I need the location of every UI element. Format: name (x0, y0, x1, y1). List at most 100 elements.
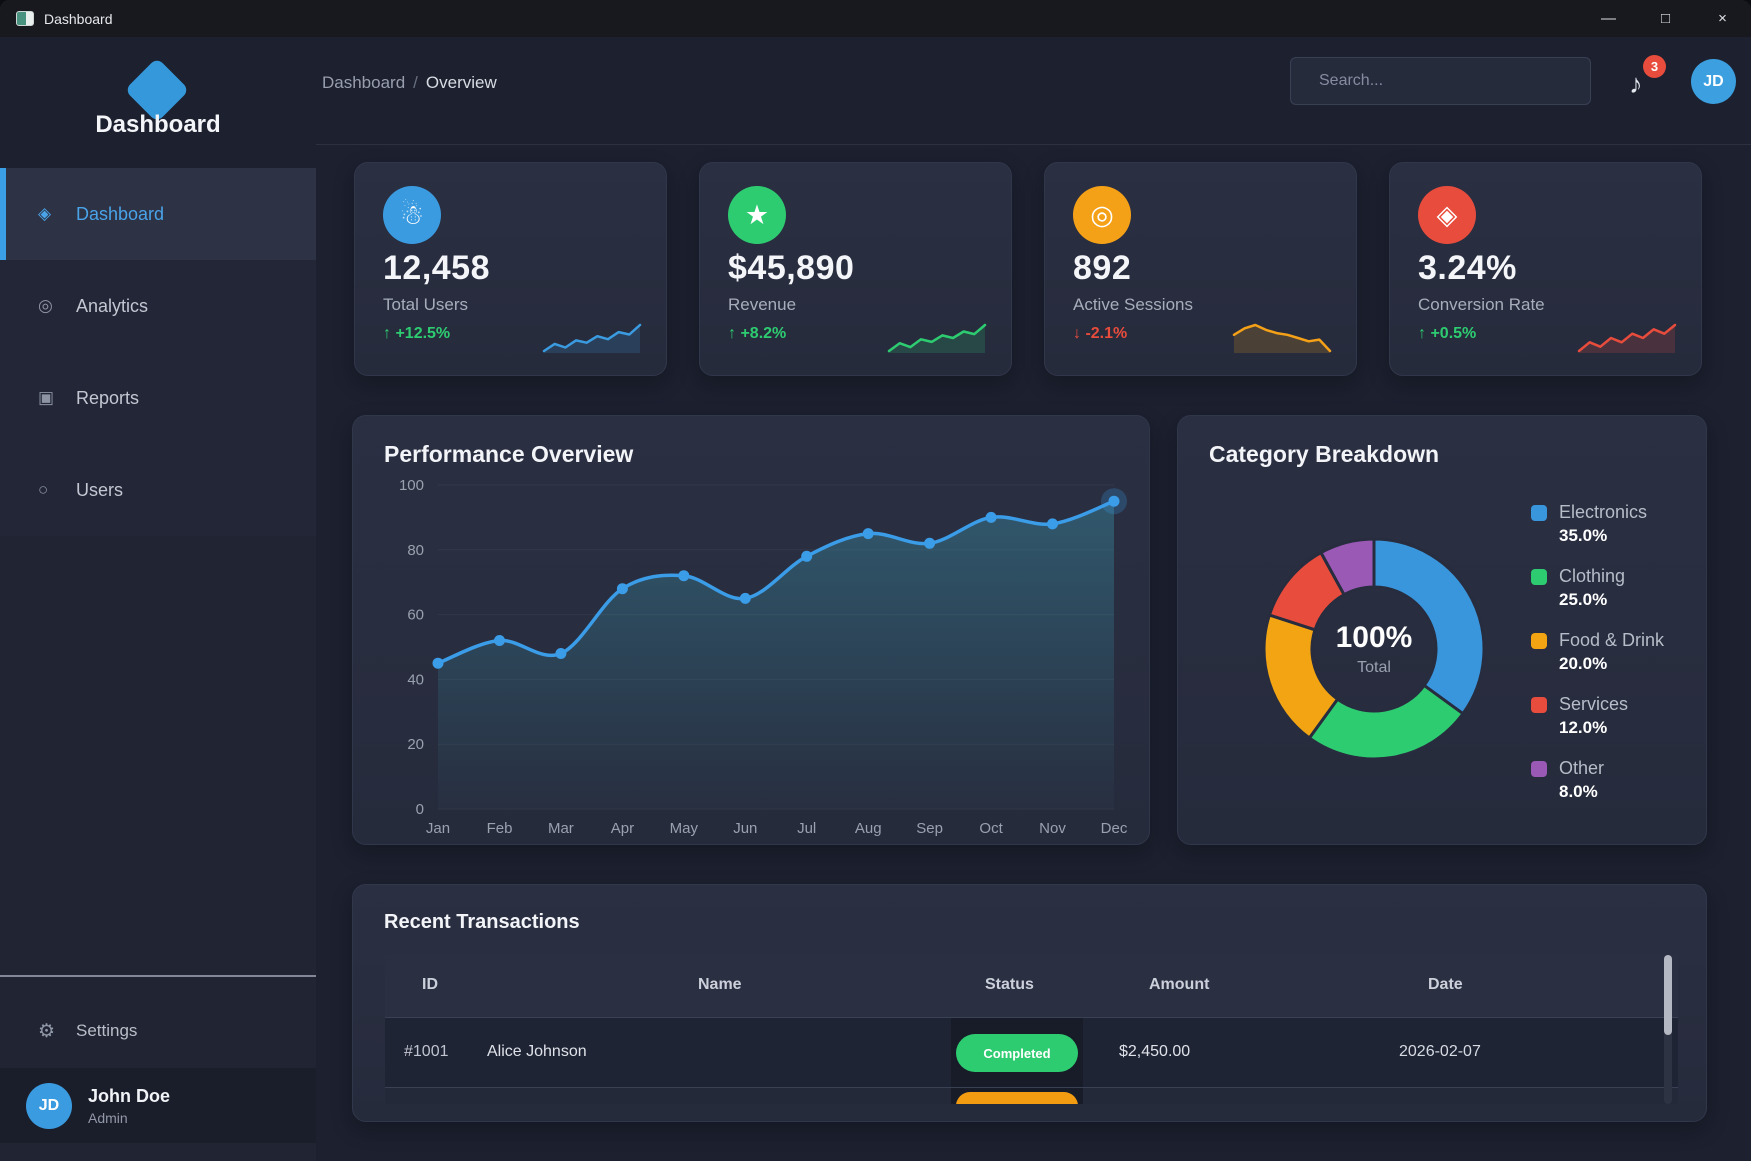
profile-avatar: JD (26, 1082, 72, 1129)
profile-name: John Doe (88, 1085, 171, 1106)
breadcrumb: Dashboard / Overview (322, 73, 497, 92)
stat-card-conversion-rate: ◈ 3.24% Conversion Rate ↑ +0.5% (1389, 162, 1702, 376)
cell-name: Alice Johnson (487, 1043, 587, 1060)
status-badge-partial (956, 1092, 1078, 1104)
user-profile[interactable]: JD John Doe Admin (0, 1068, 316, 1143)
target-icon: ◎ (1073, 186, 1131, 244)
column-header-name: Name (698, 976, 742, 993)
sidebar-nav: ◈ Dashboard ◎ Analytics ▣ Reports ○ User… (0, 168, 316, 536)
donut-chart: 100% Total (1244, 519, 1504, 779)
stat-label: Revenue (728, 295, 797, 314)
column-header-date: Date (1428, 976, 1463, 993)
notification-badge: 3 (1643, 55, 1666, 78)
stat-value: 12,458 (383, 249, 490, 287)
breadcrumb-current: Overview (425, 73, 497, 92)
performance-overview-card: Performance Overview 0 20 40 60 80 100 Jan Feb M… (352, 415, 1150, 845)
status-badge: Completed (956, 1034, 1078, 1072)
star-icon: ★ (728, 186, 786, 244)
column-header-id: ID (422, 976, 438, 993)
svg-text:20: 20 (407, 736, 424, 753)
stat-sparkline (542, 319, 642, 355)
sparkline-svg (1232, 323, 1332, 353)
maximize-button[interactable]: □ (1660, 10, 1671, 27)
svg-text:100: 100 (399, 477, 424, 494)
legend-swatch (1531, 632, 1547, 649)
notification-note-icon: ♪ (1629, 69, 1643, 99)
sidebar: Dashboard ◈ Dashboard ◎ Analytics ▣ Repo… (0, 37, 316, 1161)
svg-text:Apr: Apr (611, 820, 634, 837)
logo-text: Dashboard (95, 111, 221, 138)
sparkline-svg (887, 323, 987, 353)
table-scrollbar-thumb[interactable] (1664, 955, 1672, 1035)
legend-item: Food & Drink 20.0% (1531, 630, 1664, 674)
legend-swatch (1531, 568, 1547, 585)
cell-amount: $2,450.00 (1119, 1043, 1191, 1060)
cell-id: #1001 (404, 1043, 449, 1060)
svg-text:Feb: Feb (487, 820, 513, 837)
svg-text:Nov: Nov (1039, 820, 1066, 837)
reports-icon: ▣ (38, 388, 55, 407)
legend-item: Other 8.0% (1531, 758, 1664, 802)
stat-label: Active Sessions (1073, 295, 1193, 314)
svg-text:Dec: Dec (1101, 820, 1128, 837)
sidebar-divider (0, 975, 316, 977)
svg-text:May: May (670, 820, 699, 837)
stat-trend: ↑ +0.5% (1418, 325, 1477, 342)
svg-text:Oct: Oct (979, 820, 1003, 837)
titlebar: Dashboard — □ × (0, 0, 1751, 37)
chart-title: Performance Overview (384, 441, 634, 467)
sidebar-item-users[interactable]: ○ Users (38, 479, 124, 500)
table-header-row: ID Name Status Amount Date (385, 955, 1678, 1017)
transactions-title: Recent Transactions (384, 911, 580, 933)
cell-status: Completed (951, 1018, 1083, 1087)
recent-transactions-card: Recent Transactions ID Name Status Amoun… (352, 884, 1707, 1122)
sparkline-svg (1577, 323, 1677, 353)
cell-status (951, 1088, 1083, 1104)
legend-item: Services 12.0% (1531, 694, 1664, 738)
dashboard-icon: ◈ (38, 204, 52, 223)
table-scrollbar[interactable] (1664, 955, 1672, 1104)
search-input[interactable] (1290, 57, 1591, 105)
profile-role: Admin (88, 1109, 128, 1126)
svg-text:Mar: Mar (548, 820, 574, 837)
table-row[interactable]: #1001 Alice Johnson Completed $2,450.00 … (385, 1017, 1678, 1087)
svg-text:Sep: Sep (916, 820, 943, 837)
chart-title: Category Breakdown (1209, 441, 1440, 467)
diamond-icon: ◈ (1418, 186, 1476, 244)
svg-text:Jun: Jun (733, 820, 757, 837)
stat-card-active-sessions: ◎ 892 Active Sessions ↓ -2.1% (1044, 162, 1357, 376)
header-avatar[interactable]: JD (1691, 59, 1736, 104)
legend-swatch (1531, 696, 1547, 713)
gear-icon: ⚙ (38, 1020, 56, 1042)
breadcrumb-dashboard[interactable]: Dashboard (322, 73, 406, 92)
stat-sparkline (1577, 319, 1677, 355)
sidebar-item-settings[interactable]: ⚙ Settings (38, 1020, 138, 1042)
stat-sparkline (1232, 319, 1332, 355)
window-title: Dashboard (44, 10, 113, 27)
sidebar-item-analytics[interactable]: ◎ Analytics (38, 295, 149, 316)
donut-legend: Electronics 35.0% Clothing 25.0% Food & … (1531, 502, 1664, 822)
svg-text:40: 40 (407, 671, 424, 688)
legend-swatch (1531, 504, 1547, 521)
donut-chart-svg (1262, 537, 1486, 761)
table-row-partial[interactable] (385, 1087, 1678, 1104)
column-header-amount: Amount (1149, 976, 1210, 993)
cell-date: 2026-02-07 (1399, 1043, 1481, 1060)
minimize-button[interactable]: — (1601, 10, 1616, 27)
sidebar-item-dashboard[interactable]: ◈ Dashboard (0, 168, 316, 260)
performance-line-chart-svg: 0 20 40 60 80 100 Jan Feb Mar Apr May Jun Jul Aug Sep O… (399, 477, 1128, 837)
svg-text:0: 0 (416, 801, 424, 818)
close-button[interactable]: × (1718, 10, 1727, 27)
notifications-button[interactable]: ♪ 3 (1621, 55, 1666, 107)
users-icon: ○ (38, 480, 49, 499)
column-header-status: Status (985, 976, 1034, 993)
legend-item: Electronics 35.0% (1531, 502, 1664, 546)
svg-text:Jan: Jan (426, 820, 450, 837)
window-controls: — □ × (1580, 0, 1751, 37)
donut-center-sublabel: Total (1357, 659, 1391, 676)
stat-value: $45,890 (728, 249, 855, 287)
performance-line-chart: 0 20 40 60 80 100 Jan Feb Mar Apr May Jun Jul Aug Sep O… (353, 416, 1149, 844)
stat-trend: ↑ +8.2% (728, 325, 787, 342)
sidebar-item-reports[interactable]: ▣ Reports (38, 387, 140, 408)
stat-card-total-users: ☃ 12,458 Total Users ↑ +12.5% (354, 162, 667, 376)
